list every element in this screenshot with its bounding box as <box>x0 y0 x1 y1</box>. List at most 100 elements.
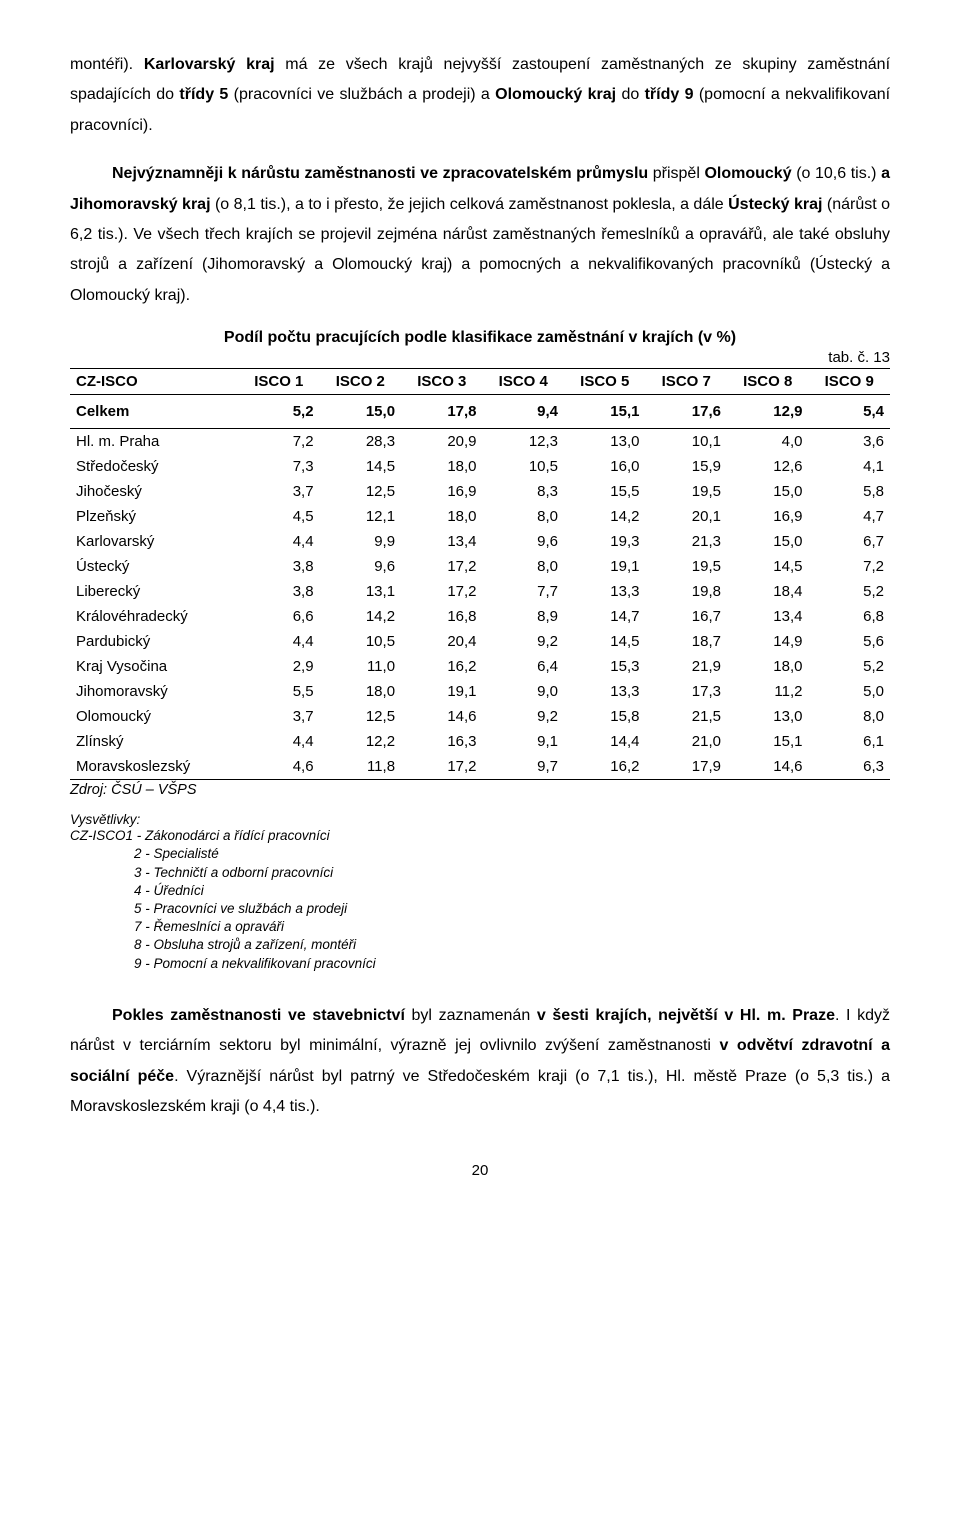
table-cell: 10,5 <box>320 629 401 654</box>
table-row: Středočeský7,314,518,010,516,015,912,64,… <box>70 454 890 479</box>
table-row: Karlovarský4,49,913,49,619,321,315,06,7 <box>70 529 890 554</box>
table-cell: 17,3 <box>646 679 727 704</box>
table-row: Pardubický4,410,520,49,214,518,714,95,6 <box>70 629 890 654</box>
table-row: Jihomoravský5,518,019,19,013,317,311,25,… <box>70 679 890 704</box>
table-cell: 9,6 <box>320 554 401 579</box>
table-cell: 6,7 <box>808 529 890 554</box>
paragraph-3: Pokles zaměstnanosti ve stavebnictví byl… <box>70 1001 890 1123</box>
table-cell: 9,1 <box>483 729 564 754</box>
table-cell: 5,0 <box>808 679 890 704</box>
table-cell: 12,3 <box>483 429 564 455</box>
legend-heading: Vysvětlivky: <box>70 812 890 827</box>
table-row: Moravskoslezský4,611,817,29,716,217,914,… <box>70 754 890 780</box>
table-cell: 21,9 <box>646 654 727 679</box>
table-header-cell: ISCO 2 <box>320 369 401 395</box>
table-cell: Jihočeský <box>70 479 238 504</box>
table-row-total: Celkem5,215,017,89,415,117,612,95,4 <box>70 395 890 429</box>
table-cell: 13,4 <box>401 529 482 554</box>
table-label: tab. č. 13 <box>70 349 890 366</box>
table-cell: 20,9 <box>401 429 482 455</box>
table-cell: 16,3 <box>401 729 482 754</box>
table-cell: 14,5 <box>564 629 645 654</box>
table-cell: Středočeský <box>70 454 238 479</box>
table-cell: 13,1 <box>320 579 401 604</box>
table-cell: 15,0 <box>727 529 808 554</box>
table-cell: 18,0 <box>401 504 482 529</box>
table-header-cell: ISCO 1 <box>238 369 319 395</box>
table-cell: 14,9 <box>727 629 808 654</box>
table-cell: 15,0 <box>320 395 401 429</box>
table-header-cell: ISCO 5 <box>564 369 645 395</box>
table-header-row: CZ-ISCOISCO 1ISCO 2ISCO 3ISCO 4ISCO 5ISC… <box>70 369 890 395</box>
table-cell: 3,7 <box>238 479 319 504</box>
table-header-cell: ISCO 4 <box>483 369 564 395</box>
table-cell: 5,4 <box>808 395 890 429</box>
table-cell: 14,2 <box>564 504 645 529</box>
legend-line: 9 - Pomocní a nekvalifikovaní pracovníci <box>70 955 890 973</box>
table-cell: 18,0 <box>401 454 482 479</box>
table-cell: 17,6 <box>646 395 727 429</box>
legend-line: 2 - Specialisté <box>70 845 890 863</box>
table-cell: 19,1 <box>401 679 482 704</box>
table-cell: 11,8 <box>320 754 401 780</box>
table-cell: Celkem <box>70 395 238 429</box>
table-cell: 8,9 <box>483 604 564 629</box>
page-number: 20 <box>70 1162 890 1179</box>
table-row: Plzeňský4,512,118,08,014,220,116,94,7 <box>70 504 890 529</box>
table-cell: Liberecký <box>70 579 238 604</box>
table-cell: 15,1 <box>727 729 808 754</box>
table-cell: 5,2 <box>808 654 890 679</box>
table-cell: 13,0 <box>727 704 808 729</box>
table-cell: 9,2 <box>483 704 564 729</box>
table-row: Kraj Vysočina2,911,016,26,415,321,918,05… <box>70 654 890 679</box>
table-cell: 3,8 <box>238 554 319 579</box>
table-cell: 4,4 <box>238 529 319 554</box>
table-header-cell: ISCO 7 <box>646 369 727 395</box>
table-cell: 7,3 <box>238 454 319 479</box>
table-cell: Zlínský <box>70 729 238 754</box>
legend-line: 5 - Pracovníci ve službách a prodeji <box>70 900 890 918</box>
table-row: Jihočeský3,712,516,98,315,519,515,05,8 <box>70 479 890 504</box>
table-cell: 17,2 <box>401 554 482 579</box>
table-cell: 19,1 <box>564 554 645 579</box>
table-cell: 15,5 <box>564 479 645 504</box>
table-row: Hl. m. Praha7,228,320,912,313,010,14,03,… <box>70 429 890 455</box>
table-cell: Hl. m. Praha <box>70 429 238 455</box>
legend-line: 3 - Techničtí a odborní pracovníci <box>70 864 890 882</box>
table-cell: 13,0 <box>564 429 645 455</box>
table-cell: 21,3 <box>646 529 727 554</box>
table-cell: 17,2 <box>401 754 482 780</box>
table-cell: 8,3 <box>483 479 564 504</box>
table-cell: 9,9 <box>320 529 401 554</box>
legend-line: CZ-ISCO1 - Zákonodárci a řídící pracovní… <box>70 827 890 845</box>
table-cell: 12,5 <box>320 704 401 729</box>
table-cell: 16,9 <box>401 479 482 504</box>
table-cell: 16,9 <box>727 504 808 529</box>
table-cell: 17,9 <box>646 754 727 780</box>
table-cell: 2,9 <box>238 654 319 679</box>
table-cell: Moravskoslezský <box>70 754 238 780</box>
table-cell: 14,6 <box>727 754 808 780</box>
table-title: Podíl počtu pracujících podle klasifikac… <box>70 329 890 347</box>
table-cell: 14,5 <box>727 554 808 579</box>
table-cell: Pardubický <box>70 629 238 654</box>
table-cell: 21,5 <box>646 704 727 729</box>
table-cell: 7,2 <box>808 554 890 579</box>
table-cell: 4,1 <box>808 454 890 479</box>
table-cell: Kraj Vysočina <box>70 654 238 679</box>
table-cell: 15,0 <box>727 479 808 504</box>
table-cell: 13,3 <box>564 679 645 704</box>
table-cell: 6,3 <box>808 754 890 780</box>
table-cell: 3,6 <box>808 429 890 455</box>
table-cell: 19,5 <box>646 479 727 504</box>
table-cell: 8,0 <box>483 554 564 579</box>
table-cell: 5,2 <box>808 579 890 604</box>
legend-lines: CZ-ISCO1 - Zákonodárci a řídící pracovní… <box>70 827 890 973</box>
table-cell: 5,8 <box>808 479 890 504</box>
table-cell: 12,2 <box>320 729 401 754</box>
table-cell: 19,8 <box>646 579 727 604</box>
table-cell: 14,4 <box>564 729 645 754</box>
table-cell: 18,0 <box>727 654 808 679</box>
legend-line: 7 - Řemeslníci a opraváři <box>70 918 890 936</box>
table-row: Olomoucký3,712,514,69,215,821,513,08,0 <box>70 704 890 729</box>
